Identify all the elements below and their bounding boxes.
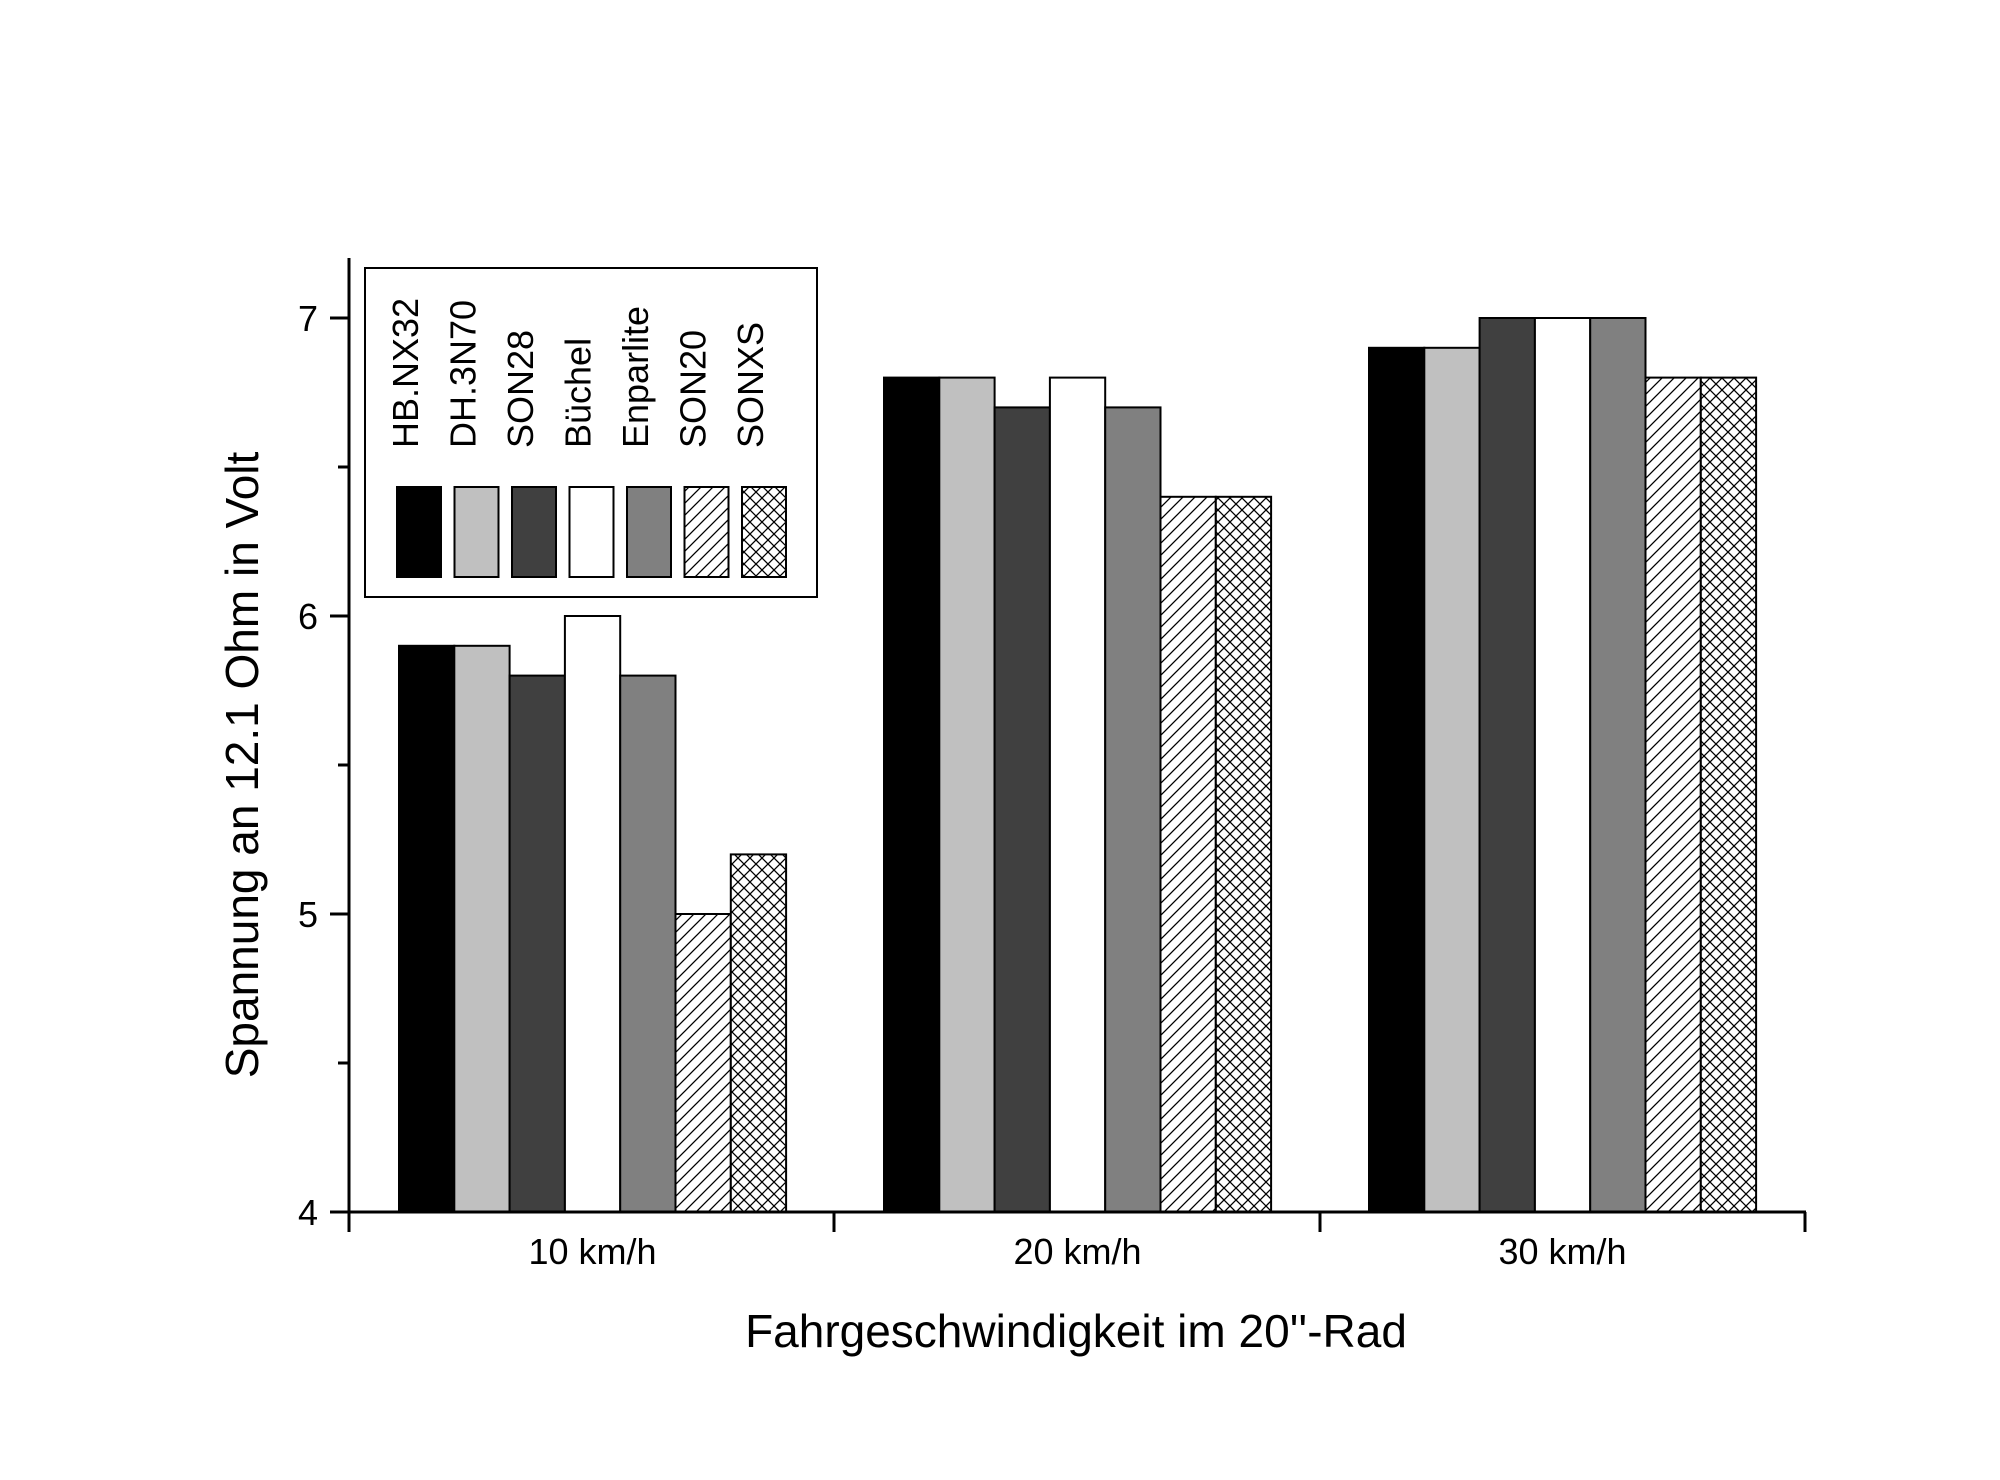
- legend-label: Büchel: [558, 338, 599, 448]
- bar-sonxs-1: [1214, 495, 1273, 1213]
- bar-dh-3n70-1: [938, 376, 996, 1214]
- bar-b-chel-0: [563, 615, 622, 1213]
- bar-sonxs-0: [729, 853, 788, 1214]
- legend: HB.NX32 DH.3N70 SON28 Büchel Enparlite SON20 S…: [364, 267, 818, 598]
- bar-hb-nx32-0: [398, 644, 456, 1213]
- bar-son20-2: [1644, 376, 1702, 1214]
- bar-enparlite-2: [1589, 317, 1647, 1213]
- bar-b-chel-2: [1533, 317, 1592, 1213]
- legend-label: SON20: [673, 330, 714, 448]
- y-tick-label: 6: [298, 596, 318, 637]
- bar-son28-0: [508, 674, 566, 1213]
- legend-swatch: [511, 486, 557, 578]
- bar-son28-1: [993, 406, 1051, 1213]
- legend-label: SON28: [500, 330, 541, 448]
- y-tick-label: 5: [298, 894, 318, 935]
- legend-swatch: [568, 486, 615, 578]
- legend-swatch: [683, 486, 730, 578]
- bars-layer: [398, 317, 1758, 1214]
- bar-dh-3n70-0: [453, 644, 511, 1213]
- legend-label: Enparlite: [615, 306, 656, 448]
- bar-hb-nx32-2: [1368, 346, 1426, 1213]
- x-tick-label: 10 km/h: [529, 1231, 657, 1272]
- y-tick-label: 4: [298, 1192, 318, 1233]
- legend-label: DH.3N70: [443, 300, 484, 448]
- y-tick-label: 7: [298, 298, 318, 339]
- bar-dh-3n70-2: [1423, 346, 1481, 1213]
- bar-b-chel-1: [1048, 376, 1107, 1214]
- x-tick-label: 20 km/h: [1014, 1231, 1142, 1272]
- x-tick-label: 30 km/h: [1499, 1231, 1627, 1272]
- bar-enparlite-1: [1104, 406, 1162, 1213]
- bar-son20-0: [674, 913, 732, 1213]
- legend-swatch: [626, 486, 672, 578]
- legend-swatch: [453, 486, 500, 578]
- bar-hb-nx32-1: [883, 376, 941, 1214]
- legend-swatch: [741, 486, 787, 578]
- x-axis-title: Fahrgeschwindigkeit im 20''-Rad: [745, 1305, 1407, 1357]
- legend-label: HB.NX32: [385, 298, 426, 448]
- x-ticks: 10 km/h 20 km/h 30 km/h: [347, 1212, 1807, 1272]
- legend-label: SONXS: [730, 322, 771, 448]
- bar-son28-2: [1478, 317, 1536, 1213]
- legend-swatch: [396, 486, 442, 578]
- bar-son20-1: [1159, 495, 1217, 1213]
- bar-sonxs-2: [1699, 376, 1758, 1214]
- y-axis-title: Spannung an 12.1 Ohm in Volt: [216, 451, 268, 1078]
- bar-enparlite-0: [619, 674, 677, 1213]
- y-ticks: 4 5 6 7: [298, 298, 349, 1233]
